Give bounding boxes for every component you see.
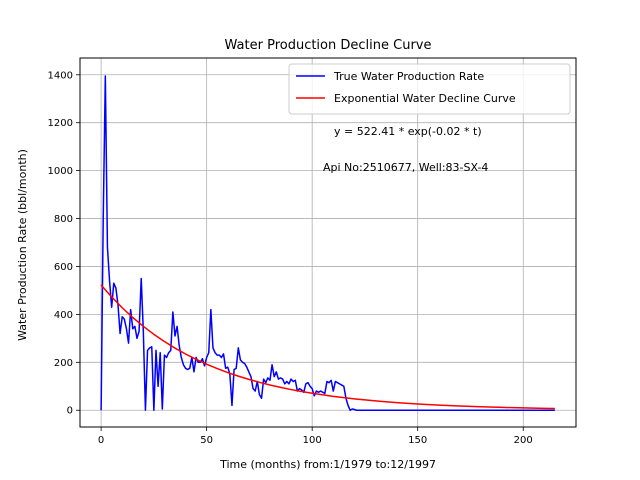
legend-label-exponential: Exponential Water Decline Curve <box>334 92 516 105</box>
y-tick-label: 1400 <box>48 70 73 81</box>
y-tick-label: 0 <box>67 406 73 417</box>
y-tick-label: 400 <box>54 310 73 321</box>
x-tick-label: 100 <box>303 435 322 446</box>
y-tick-label: 1200 <box>48 118 73 129</box>
x-tick-label: 200 <box>514 435 533 446</box>
y-tick-label: 600 <box>54 262 73 273</box>
y-tick-label: 800 <box>54 214 73 225</box>
well-annotation: Api No:2510677, Well:83-SX-4 <box>323 161 488 174</box>
y-tick-label: 1000 <box>48 166 73 177</box>
y-axis-label: Water Production Rate (bbl/month) <box>16 149 29 341</box>
chart-title: Water Production Decline Curve <box>225 38 432 53</box>
ticks: 0 50 100 150 200 0 200 400 600 800 1000 1200 1400 <box>48 70 533 446</box>
axes-frame <box>79 57 577 428</box>
legend-box <box>288 63 571 115</box>
legend: True Water Production Rate Exponential W… <box>288 63 571 115</box>
equation-annotation: y = 522.41 * exp(-0.02 * t) <box>334 125 482 138</box>
legend-label-true-rate: True Water Production Rate <box>333 70 484 83</box>
y-tick-label: 200 <box>54 358 73 369</box>
plot-lines <box>100 75 555 411</box>
x-tick-label: 50 <box>200 435 213 446</box>
x-axis-label: Time (months) from:1/1979 to:12/1997 <box>219 458 436 471</box>
grid <box>80 58 576 427</box>
x-tick-label: 150 <box>408 435 427 446</box>
series-line-true-rate <box>100 75 555 411</box>
series-line-exponential-fit <box>100 284 555 410</box>
x-tick-label: 0 <box>98 435 104 446</box>
